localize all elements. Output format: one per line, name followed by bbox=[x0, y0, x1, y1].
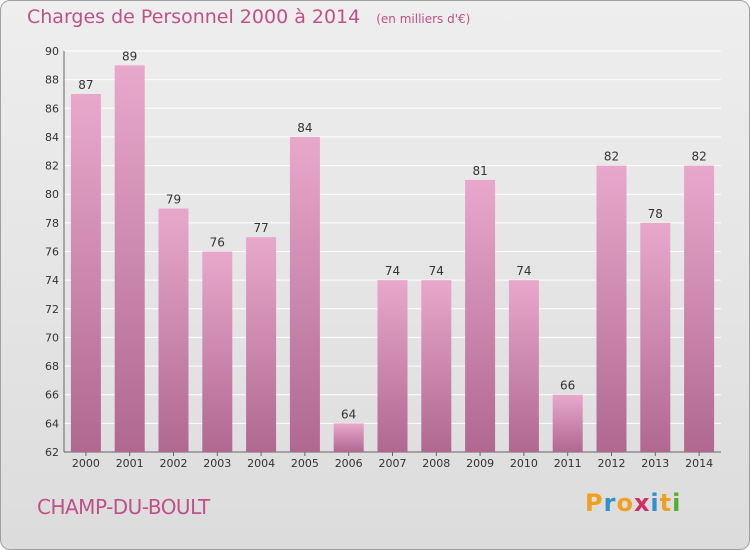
data-label: 81 bbox=[472, 164, 487, 178]
data-label: 74 bbox=[429, 264, 444, 278]
y-tick-label: 74 bbox=[45, 274, 59, 287]
bar bbox=[377, 280, 408, 452]
y-tick-label: 70 bbox=[45, 331, 59, 344]
data-label: 74 bbox=[385, 264, 400, 278]
x-tick-label: 2005 bbox=[291, 457, 319, 470]
x-tick-label: 2000 bbox=[72, 457, 100, 470]
x-tick-label: 2014 bbox=[685, 457, 713, 470]
x-tick-label: 2007 bbox=[379, 457, 407, 470]
logo-letter: P bbox=[585, 489, 604, 517]
logo-letter: r bbox=[603, 489, 617, 517]
bar bbox=[684, 165, 715, 453]
x-tick-label: 2013 bbox=[641, 457, 669, 470]
data-label: 84 bbox=[297, 121, 312, 135]
data-label: 79 bbox=[166, 193, 181, 207]
data-label: 74 bbox=[516, 264, 531, 278]
data-label: 66 bbox=[560, 379, 575, 393]
y-tick-label: 72 bbox=[45, 303, 59, 316]
y-tick-label: 84 bbox=[45, 131, 59, 144]
data-label: 64 bbox=[341, 407, 356, 421]
x-tick-label: 2001 bbox=[116, 457, 144, 470]
y-tick-label: 86 bbox=[45, 102, 59, 115]
logo-letter: i bbox=[672, 489, 682, 517]
y-tick-label: 88 bbox=[45, 74, 59, 87]
bar bbox=[596, 165, 627, 453]
proxiti-logo: Proxiti bbox=[585, 489, 681, 517]
commune-name: CHAMP-DU-BOULT bbox=[37, 495, 210, 519]
bar bbox=[158, 208, 189, 452]
bar bbox=[70, 93, 101, 452]
y-tick-label: 90 bbox=[45, 45, 59, 58]
data-label: 76 bbox=[210, 236, 225, 250]
logo-letter: x bbox=[633, 489, 651, 517]
logo-letter: o bbox=[616, 489, 634, 517]
bar bbox=[421, 280, 452, 452]
x-tick-label: 2009 bbox=[466, 457, 494, 470]
unit-note: (en milliers d'€) bbox=[376, 12, 471, 26]
bar bbox=[289, 136, 320, 452]
data-label: 78 bbox=[648, 207, 663, 221]
x-tick-label: 2002 bbox=[160, 457, 188, 470]
x-tick-label: 2003 bbox=[203, 457, 231, 470]
chart-title: Charges de Personnel 2000 à 2014 (en mill… bbox=[27, 6, 470, 28]
data-label: 77 bbox=[253, 221, 268, 235]
data-label: 87 bbox=[78, 78, 93, 92]
title-text: Charges de Personnel 2000 à 2014 bbox=[27, 6, 361, 28]
logo-letter: t bbox=[659, 489, 673, 517]
bar bbox=[508, 280, 539, 452]
y-tick-label: 68 bbox=[45, 360, 59, 373]
bar bbox=[333, 423, 364, 452]
data-label: 82 bbox=[604, 150, 619, 164]
bar bbox=[202, 251, 233, 452]
x-tick-label: 2010 bbox=[510, 457, 538, 470]
y-tick-label: 76 bbox=[45, 246, 59, 259]
y-tick-label: 62 bbox=[45, 446, 59, 459]
data-label: 82 bbox=[691, 150, 706, 164]
bar bbox=[465, 179, 496, 452]
y-tick-label: 66 bbox=[45, 389, 59, 402]
x-tick-label: 2004 bbox=[247, 457, 275, 470]
x-tick-label: 2006 bbox=[335, 457, 363, 470]
y-tick-label: 80 bbox=[45, 188, 59, 201]
bar bbox=[246, 237, 277, 452]
x-tick-label: 2011 bbox=[554, 457, 582, 470]
bar bbox=[552, 394, 583, 452]
y-tick-label: 78 bbox=[45, 217, 59, 230]
y-tick-label: 64 bbox=[45, 417, 59, 430]
logo-letter: i bbox=[650, 489, 660, 517]
y-tick-label: 82 bbox=[45, 160, 59, 173]
x-tick-label: 2008 bbox=[422, 457, 450, 470]
bar bbox=[640, 222, 671, 452]
x-tick-label: 2012 bbox=[598, 457, 626, 470]
data-label: 89 bbox=[122, 49, 137, 63]
bar bbox=[114, 65, 145, 453]
